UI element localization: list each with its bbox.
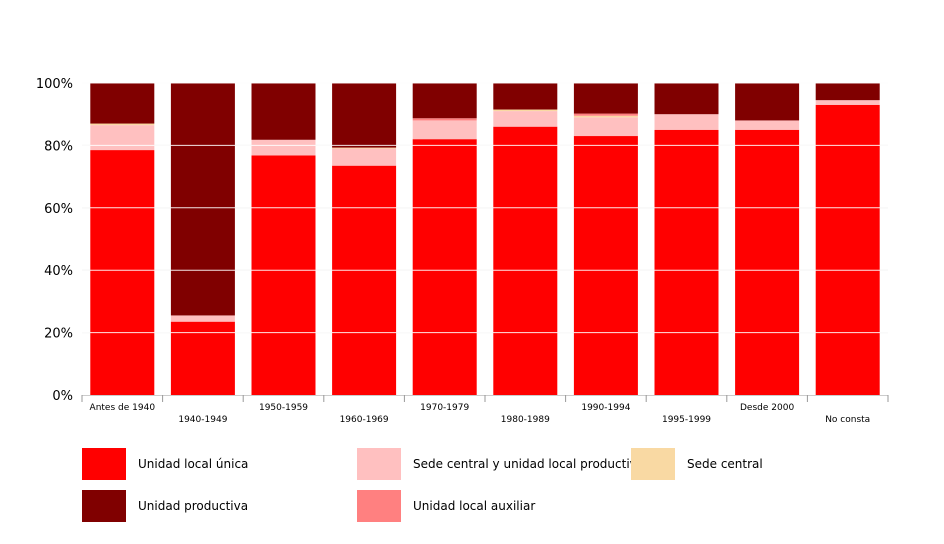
bar-segment [251,139,316,156]
y-tick-label: 80% [44,139,73,154]
bar-segment [815,104,880,395]
bar-segment [573,117,638,137]
x-tick-label: 1990-1994 [581,403,630,413]
bar-segment [493,126,558,396]
bar-segment [815,83,880,101]
y-tick-label: 100% [36,77,73,92]
x-tick-label: 1960-1969 [340,415,389,425]
y-tick-label: 60% [44,202,73,217]
x-tick-label: 1950-1959 [259,403,308,413]
axes [81,82,889,402]
y-tick-label: 40% [44,264,73,279]
bar-segment [332,148,397,166]
x-tick-label: Antes de 1940 [90,403,156,413]
bar-segment [332,165,397,395]
bar-segment [735,129,800,396]
bar-segment [412,118,477,121]
bar-segment [412,120,477,140]
bar-segment [332,147,397,149]
bar-segment [90,150,155,395]
bar-segment [170,83,235,316]
bar-segment [573,136,638,396]
bar-segment [90,125,155,151]
bar-segment [493,83,558,110]
x-tick-label: No consta [825,415,870,425]
bar-segment [412,139,477,395]
bar-segment [251,83,316,140]
x-tick-label: 1980-1989 [501,415,550,425]
x-tick-label: 1940-1949 [178,415,227,425]
bar-segment [573,115,638,118]
bar-segment [735,120,800,130]
bar-segment [412,83,477,119]
bar-segment [251,155,316,395]
bar-segment [654,114,719,130]
y-tick-label: 20% [44,327,73,342]
bar-segment [493,111,558,127]
x-tick-label: Desde 2000 [740,403,794,413]
bar-segment [493,109,558,112]
bar-segment [170,321,235,395]
x-tick-label: 1995-1999 [662,415,711,425]
y-tick-labels: 0% 20% 40% 60% 80% 100% [36,77,73,404]
bar-segment [170,315,235,322]
bar-segment [90,83,155,124]
bar-segment [654,83,719,115]
bar-segment [735,83,800,121]
x-tick-labels: Antes de 1940 1940-1949 1950-1959 1960-1969… [90,403,871,425]
y-tick-label: 0% [52,389,73,404]
bars [90,83,880,396]
bar-segment [90,123,155,126]
bar-segment [654,129,719,396]
bar-segment [332,83,397,148]
bar-segment [815,100,880,105]
bar-segment [573,113,638,116]
x-tick-label: 1970-1979 [420,403,469,413]
bar-segment [573,83,638,114]
